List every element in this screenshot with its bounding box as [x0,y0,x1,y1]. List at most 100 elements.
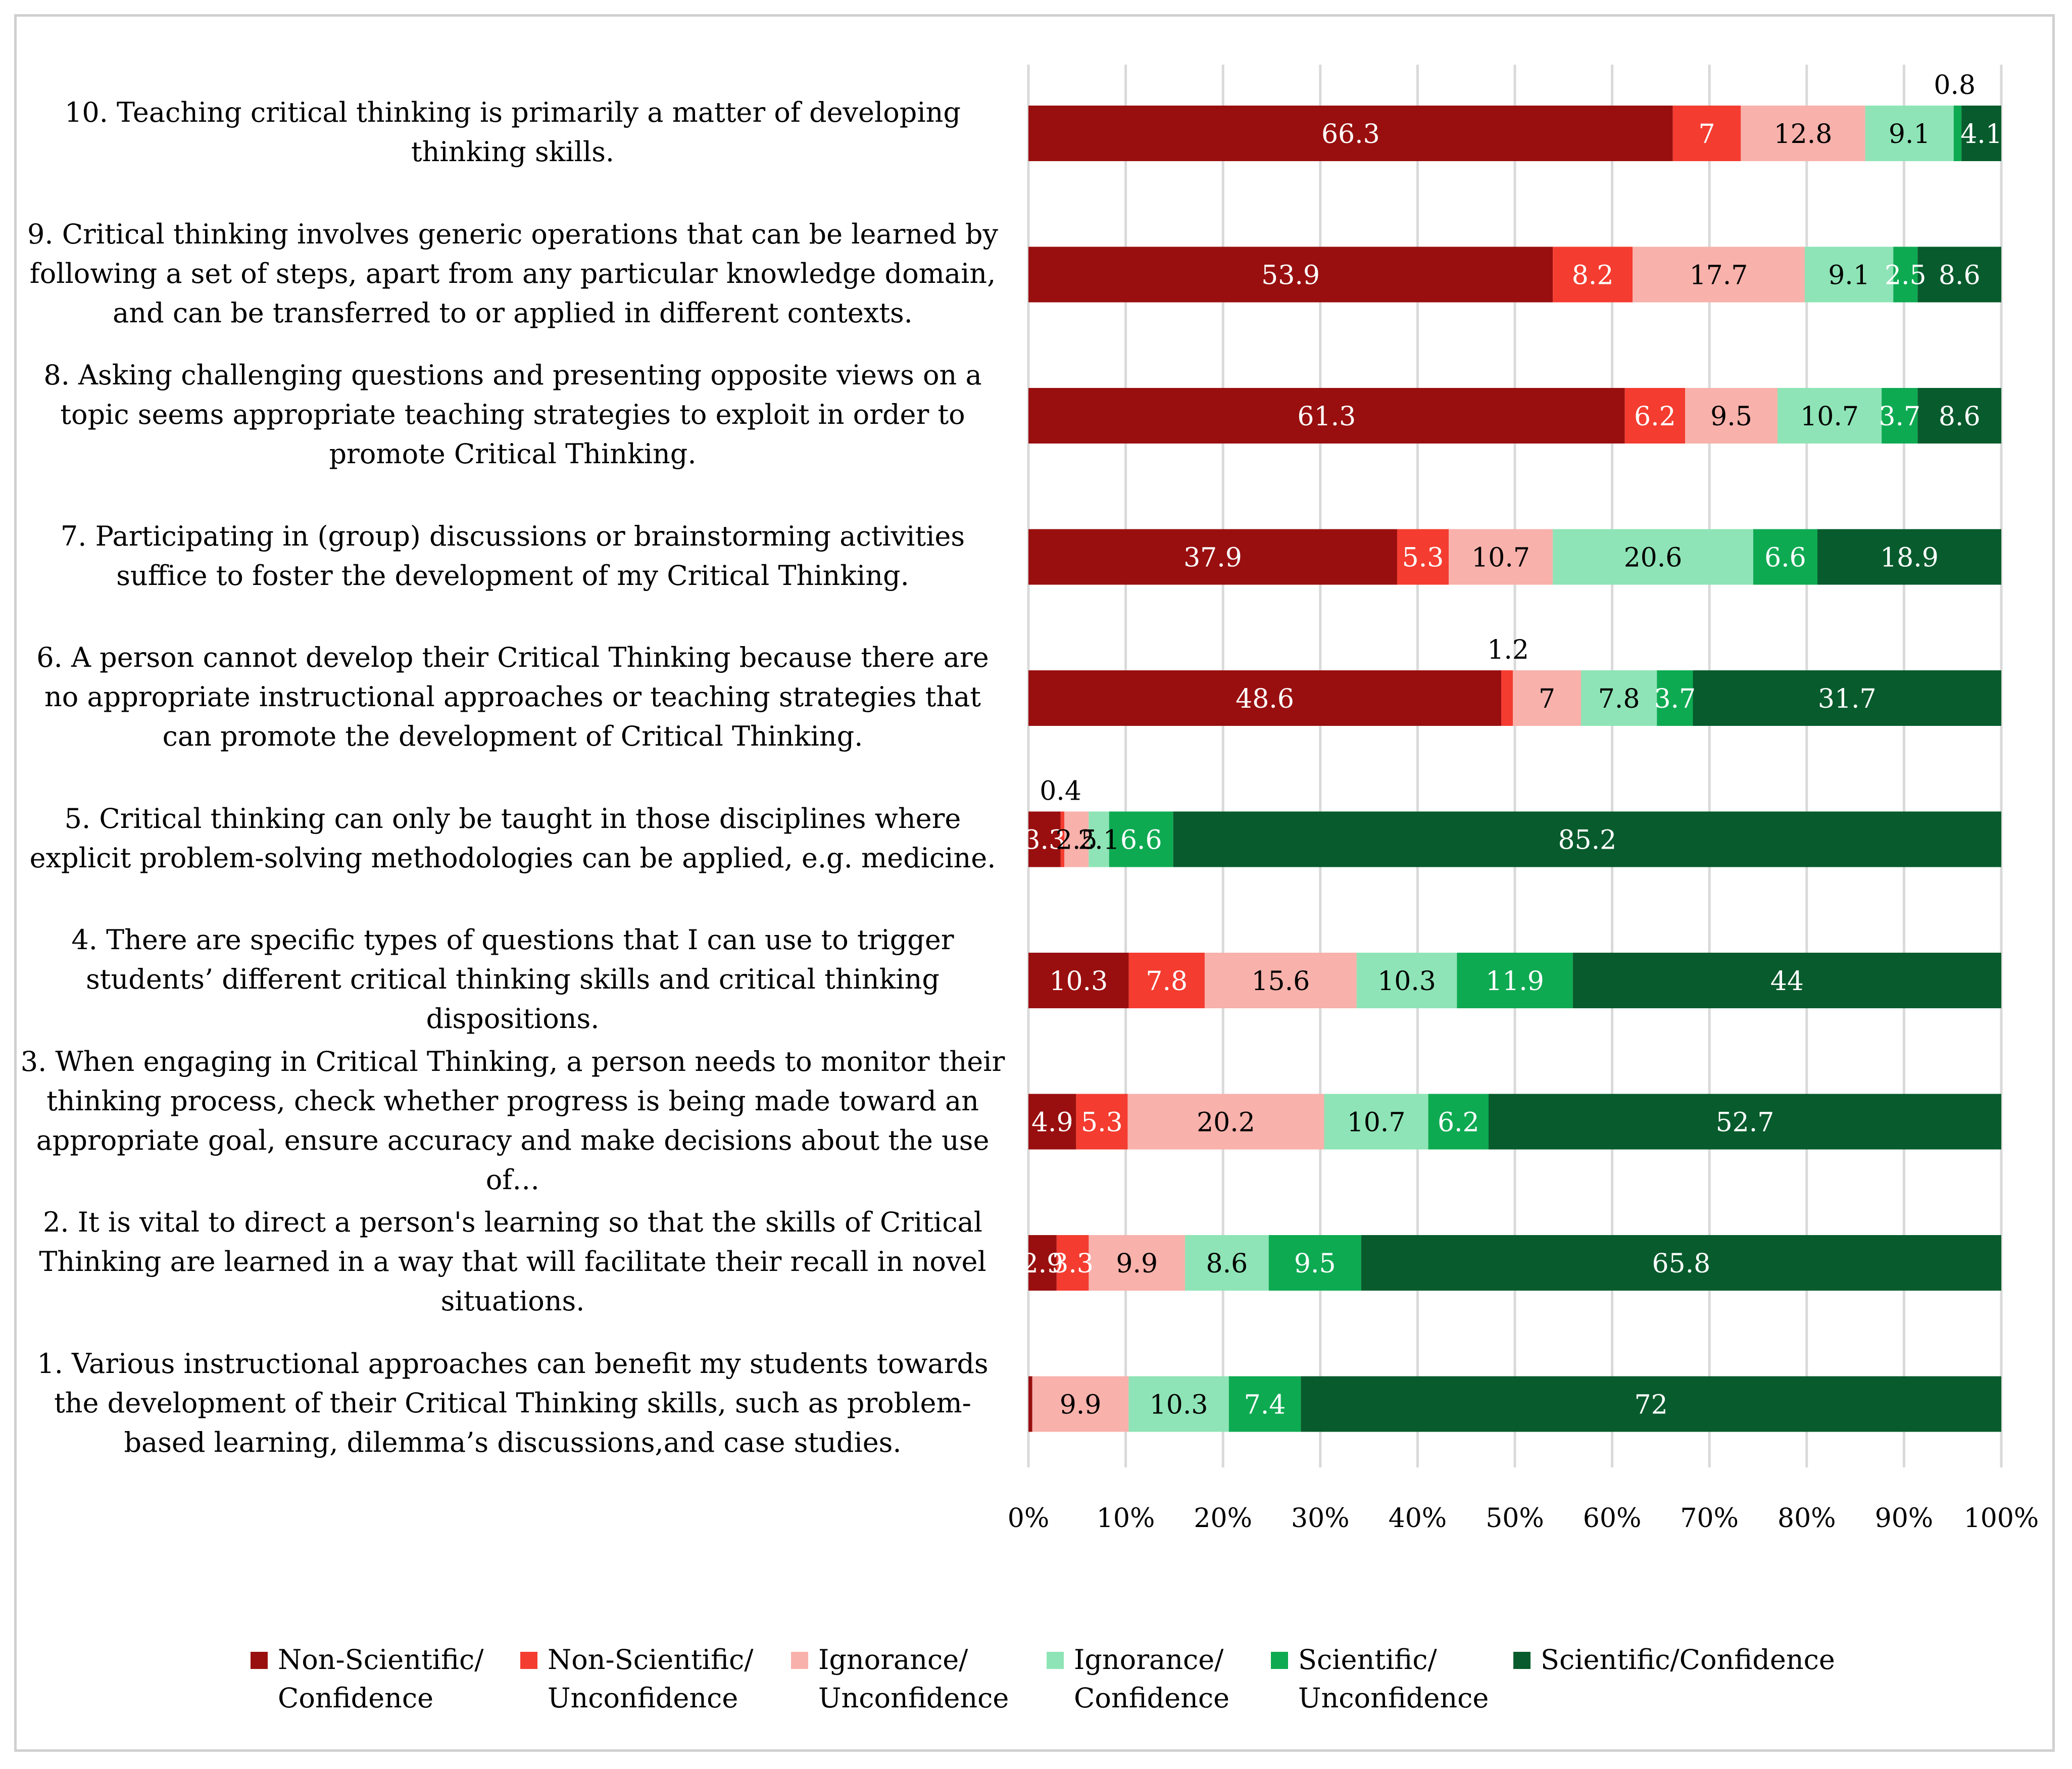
bar-segment [1449,529,1553,585]
category-label: 5. Critical thinking can only be taught … [29,802,996,874]
data-label: 9.5 [1710,402,1752,432]
category-label: 2. It is vital to direct a person's lear… [39,1206,986,1317]
bar-segment [1089,811,1109,867]
x-tick-label: 100% [1964,1503,2039,1534]
bar-segment [1127,1094,1324,1150]
legend-swatch [1513,1652,1531,1669]
bar-segment [1028,811,1061,867]
data-label: 8.2 [1572,261,1614,291]
data-label: 5.3 [1081,1108,1123,1138]
data-label: 9.1 [1828,261,1870,291]
legend-swatch [520,1652,537,1669]
data-label: 52.7 [1716,1108,1774,1138]
legend-swatch [1047,1652,1064,1669]
data-label: 48.6 [1236,684,1294,714]
data-label: 7 [1698,119,1715,150]
data-label: 6.2 [1634,402,1676,432]
data-label: 37.9 [1183,543,1242,573]
bar-segment [1685,388,1778,444]
data-label: 0.8 [1934,70,1976,101]
data-label: 66.3 [1321,119,1380,150]
data-label: 10.3 [1150,1390,1208,1420]
x-tick-label: 10% [1097,1503,1155,1534]
bar-segment [1513,670,1581,726]
data-label: 6.2 [1438,1108,1479,1138]
bar-segment [1356,953,1457,1008]
bar-segment [1324,1094,1428,1150]
data-label: 61.3 [1297,402,1356,432]
x-tick-label: 50% [1486,1503,1544,1534]
data-label: 9.9 [1060,1390,1102,1420]
bar-segment [1693,670,2001,726]
bar-segment [1028,529,1397,585]
chart-frame [14,14,2055,1752]
data-label: 10.7 [1347,1108,1406,1138]
bar-segment [1572,953,2001,1008]
legend-item: Scientific/Confidence [1513,1641,1835,1679]
x-tick-label: 60% [1583,1503,1642,1534]
x-tick-label: 70% [1680,1503,1739,1534]
data-label: 10.7 [1800,402,1859,432]
x-tick-label: 0% [1008,1503,1050,1534]
data-label: 20.6 [1624,543,1683,573]
bar-segment [1633,247,1805,303]
data-label: 7.4 [1244,1390,1286,1420]
bar-segment [1553,247,1633,303]
data-label: 65.8 [1652,1249,1710,1279]
legend-item: Ignorance/ Unconfidence [791,1641,1009,1717]
legend-item: Non-Scientific/ Unconfidence [520,1641,753,1717]
bar-segment [1624,388,1686,444]
bar-segment [1501,670,1513,726]
category-label: 3. When engaging in Critical Thinking, a… [20,1045,1005,1196]
bar-segment [1060,811,1065,867]
legend-swatch [791,1652,808,1669]
data-label: 2.1 [1078,825,1120,856]
bar-segment [1185,1235,1269,1291]
bar-segment [1076,1094,1128,1150]
legend-label: Non-Scientific/ Confidence [278,1644,484,1714]
bar-segment [1397,529,1449,585]
data-label: 4.1 [1960,119,2002,150]
bar-segment [1064,811,1089,867]
data-label: 6.6 [1764,543,1806,573]
data-label: 44 [1770,966,1804,997]
x-tick-label: 30% [1291,1503,1350,1534]
bar-segment [1657,670,1693,726]
bar-segment [1882,388,1918,444]
data-label: 0.4 [1040,776,1081,807]
category-label: 1. Various instructional approaches can … [37,1347,989,1458]
bar-segment [1028,247,1553,303]
bar-segment [1488,1094,2001,1150]
bar-segment [1089,1235,1186,1291]
legend-swatch [251,1652,268,1669]
bar-segment [1917,247,2001,303]
bar-segment [1672,106,1741,161]
data-label: 6.6 [1120,825,1162,856]
legend-item: Ignorance/ Confidence [1047,1641,1229,1717]
data-label: 4.9 [1031,1108,1073,1138]
data-label: 15.6 [1251,966,1310,997]
legend-item: Scientific/ Unconfidence [1271,1641,1489,1717]
bar-segment [1778,388,1882,444]
data-label: 8.6 [1939,402,1981,432]
legend-label: Ignorance/ Unconfidence [818,1644,1009,1714]
data-label: 20.2 [1197,1108,1255,1138]
data-label: 12.8 [1774,119,1833,150]
category-label: 8. Asking challenging questions and pres… [43,359,982,470]
data-label: 3.3 [1052,1249,1094,1279]
bar-segment [1961,106,2001,161]
data-label: 11.9 [1486,966,1544,997]
category-label: 9. Critical thinking involves generic op… [27,218,998,329]
bar-segment [1753,529,1817,585]
bar-segment [1028,670,1502,726]
bar-segment [1228,1376,1301,1432]
legend-swatch [1271,1652,1288,1669]
data-label: 31.7 [1818,684,1877,714]
category-label: 4. There are specific types of questions… [71,924,954,1035]
bar-segment [1028,1376,1032,1432]
bar-segment [1428,1094,1489,1150]
data-label: 9.5 [1294,1249,1336,1279]
data-label: 10.3 [1049,966,1108,997]
bar-segment [1817,529,2001,585]
